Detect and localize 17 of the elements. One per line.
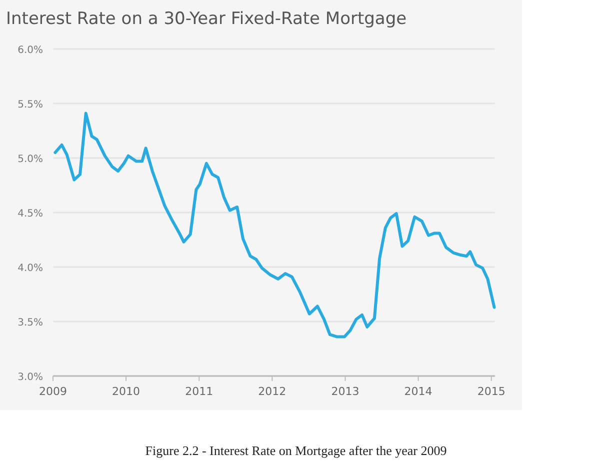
y-tick-label: 4.5% [18,208,43,220]
y-tick-label: 5.5% [18,100,43,110]
y-tick-label: 6.0% [18,45,43,56]
x-tick-label: 2012 [258,385,286,398]
y-tick-label: 3.0% [18,372,43,383]
y-tick-label: 5.0% [18,154,43,165]
y-tick-label: 3.5% [18,318,43,328]
x-tick-label: 2011 [185,385,214,398]
x-tick-label: 2009 [39,385,67,398]
x-tick-label: 2015 [477,385,506,398]
caption: Figure 2.2 - Interest Rate on Mortgage after the year 2009 [145,443,447,458]
y-tick-label: 4.0% [18,263,43,274]
x-tick-label: 2014 [404,385,432,398]
x-tick-label: 2013 [331,385,360,398]
x-tick-label: 2010 [112,385,140,398]
chart-title: Interest Rate on a 30-Year Fixed-Rate Mortgage [6,9,407,29]
line-series [54,112,496,338]
